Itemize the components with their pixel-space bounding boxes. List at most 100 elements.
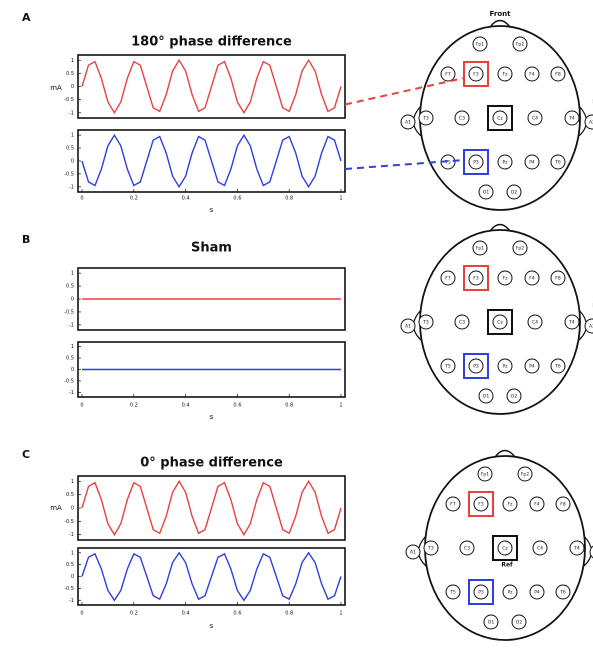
x-tick-label: 0.2 <box>130 611 138 617</box>
electrode <box>468 154 484 170</box>
panel-title: Sham <box>191 241 232 256</box>
electrode <box>550 270 566 286</box>
electrode <box>497 154 513 170</box>
electrode-label: Fz <box>503 276 509 282</box>
electrode-label: O1 <box>483 190 490 196</box>
electrode <box>440 358 456 374</box>
electrode <box>517 466 533 482</box>
x-tick-label: 0.4 <box>182 196 190 202</box>
electrode-box <box>487 309 513 335</box>
electrode-label: P3 <box>478 590 484 596</box>
electrode-label: P4 <box>529 160 535 166</box>
head-ref-label: Ref <box>501 562 513 569</box>
panel-letter: B <box>22 233 30 246</box>
y-tick-label: -1 <box>69 322 74 328</box>
electrode <box>418 314 434 330</box>
nose <box>489 223 511 232</box>
electrode <box>492 314 508 330</box>
electrode <box>468 358 484 374</box>
electrode-label: T5 <box>449 590 456 596</box>
electrode-label: Fp1 <box>476 246 484 252</box>
electrode-label: Cz <box>497 320 503 326</box>
electrode <box>400 318 416 334</box>
x-tick-label: 0.6 <box>233 611 241 617</box>
electrode <box>468 66 484 82</box>
x-tick-label: 1 <box>339 611 342 617</box>
y-tick-label: -0.5 <box>64 586 74 592</box>
electrode-label: F7 <box>445 276 451 282</box>
electrode-label: F3 <box>473 72 479 78</box>
electrode <box>468 270 484 286</box>
x-tick-label: 1 <box>339 403 342 409</box>
y-tick-label: 0.5 <box>66 492 74 498</box>
electrode <box>445 496 461 512</box>
electrode-label: C4 <box>532 320 538 326</box>
electrode-label: Fp1 <box>476 42 484 48</box>
electrode-label: P4 <box>529 364 535 370</box>
electrode-label: T4 <box>573 546 580 552</box>
electrode-label: T4 <box>568 116 575 122</box>
electrode-box <box>492 535 518 561</box>
x-tick-label: 0.4 <box>182 611 190 617</box>
electrode-label: Cz <box>497 116 503 122</box>
y-tick-label: 0 <box>71 159 74 165</box>
electrode-label: A2 <box>589 324 593 330</box>
electrode-label: F4 <box>529 276 535 282</box>
electrode-label: C3 <box>464 546 470 552</box>
electrode <box>492 110 508 126</box>
electrode <box>524 154 540 170</box>
electrode <box>511 614 527 630</box>
electrode-label: P4 <box>534 590 540 596</box>
electrode <box>527 110 543 126</box>
y-tick-label: 1 <box>71 550 74 556</box>
electrode <box>532 540 548 556</box>
y-tick-label: 0 <box>71 84 74 90</box>
electrode-label: C4 <box>532 116 538 122</box>
electrode <box>564 314 580 330</box>
electrode-label: P3 <box>473 160 479 166</box>
x-axis-label: s <box>210 622 214 630</box>
electrode-label: F8 <box>560 502 566 508</box>
connector-red <box>344 77 465 106</box>
y-axis-label: mA <box>50 84 62 92</box>
electrode <box>445 584 461 600</box>
electrode <box>502 496 518 512</box>
electrode-box <box>463 265 489 291</box>
x-tick-label: 0.4 <box>182 403 190 409</box>
electrode <box>423 540 439 556</box>
x-tick-label: 0 <box>80 611 83 617</box>
y-tick-label: 1 <box>71 58 74 64</box>
electrode <box>524 358 540 374</box>
panel-title: 180° phase difference <box>131 35 292 50</box>
y-tick-label: -1 <box>69 532 74 538</box>
y-tick-label: -0.5 <box>64 97 74 103</box>
electrode <box>512 240 528 256</box>
y-tick-label: -1 <box>69 598 74 604</box>
electrode <box>497 540 513 556</box>
electrode-label: C4 <box>537 546 543 552</box>
electrode-label: F8 <box>555 72 561 78</box>
electrode-box <box>463 353 489 379</box>
electrode <box>506 388 522 404</box>
electrode <box>497 270 513 286</box>
electrode-label: Fz <box>508 502 514 508</box>
electrode <box>524 66 540 82</box>
y-tick-label: 0 <box>71 574 74 580</box>
electrode-label: Fp2 <box>516 42 524 48</box>
electrode-label: A1 <box>405 120 411 126</box>
electrode-label: O2 <box>511 190 518 196</box>
signal-line <box>81 133 342 189</box>
electrode-label: T3 <box>422 320 429 326</box>
y-tick-label: 1 <box>71 133 74 139</box>
x-tick-label: 0.2 <box>130 196 138 202</box>
electrode-label: Pz <box>502 160 508 166</box>
y-tick-label: 0 <box>71 506 74 512</box>
electrode <box>550 66 566 82</box>
x-tick-label: 0 <box>80 196 83 202</box>
electrode-label: F8 <box>555 276 561 282</box>
y-tick-label: 0.5 <box>66 562 74 568</box>
electrode-label: T3 <box>422 116 429 122</box>
electrode <box>527 314 543 330</box>
y-tick-label: -1 <box>69 390 74 396</box>
panel-letter: A <box>22 11 31 24</box>
